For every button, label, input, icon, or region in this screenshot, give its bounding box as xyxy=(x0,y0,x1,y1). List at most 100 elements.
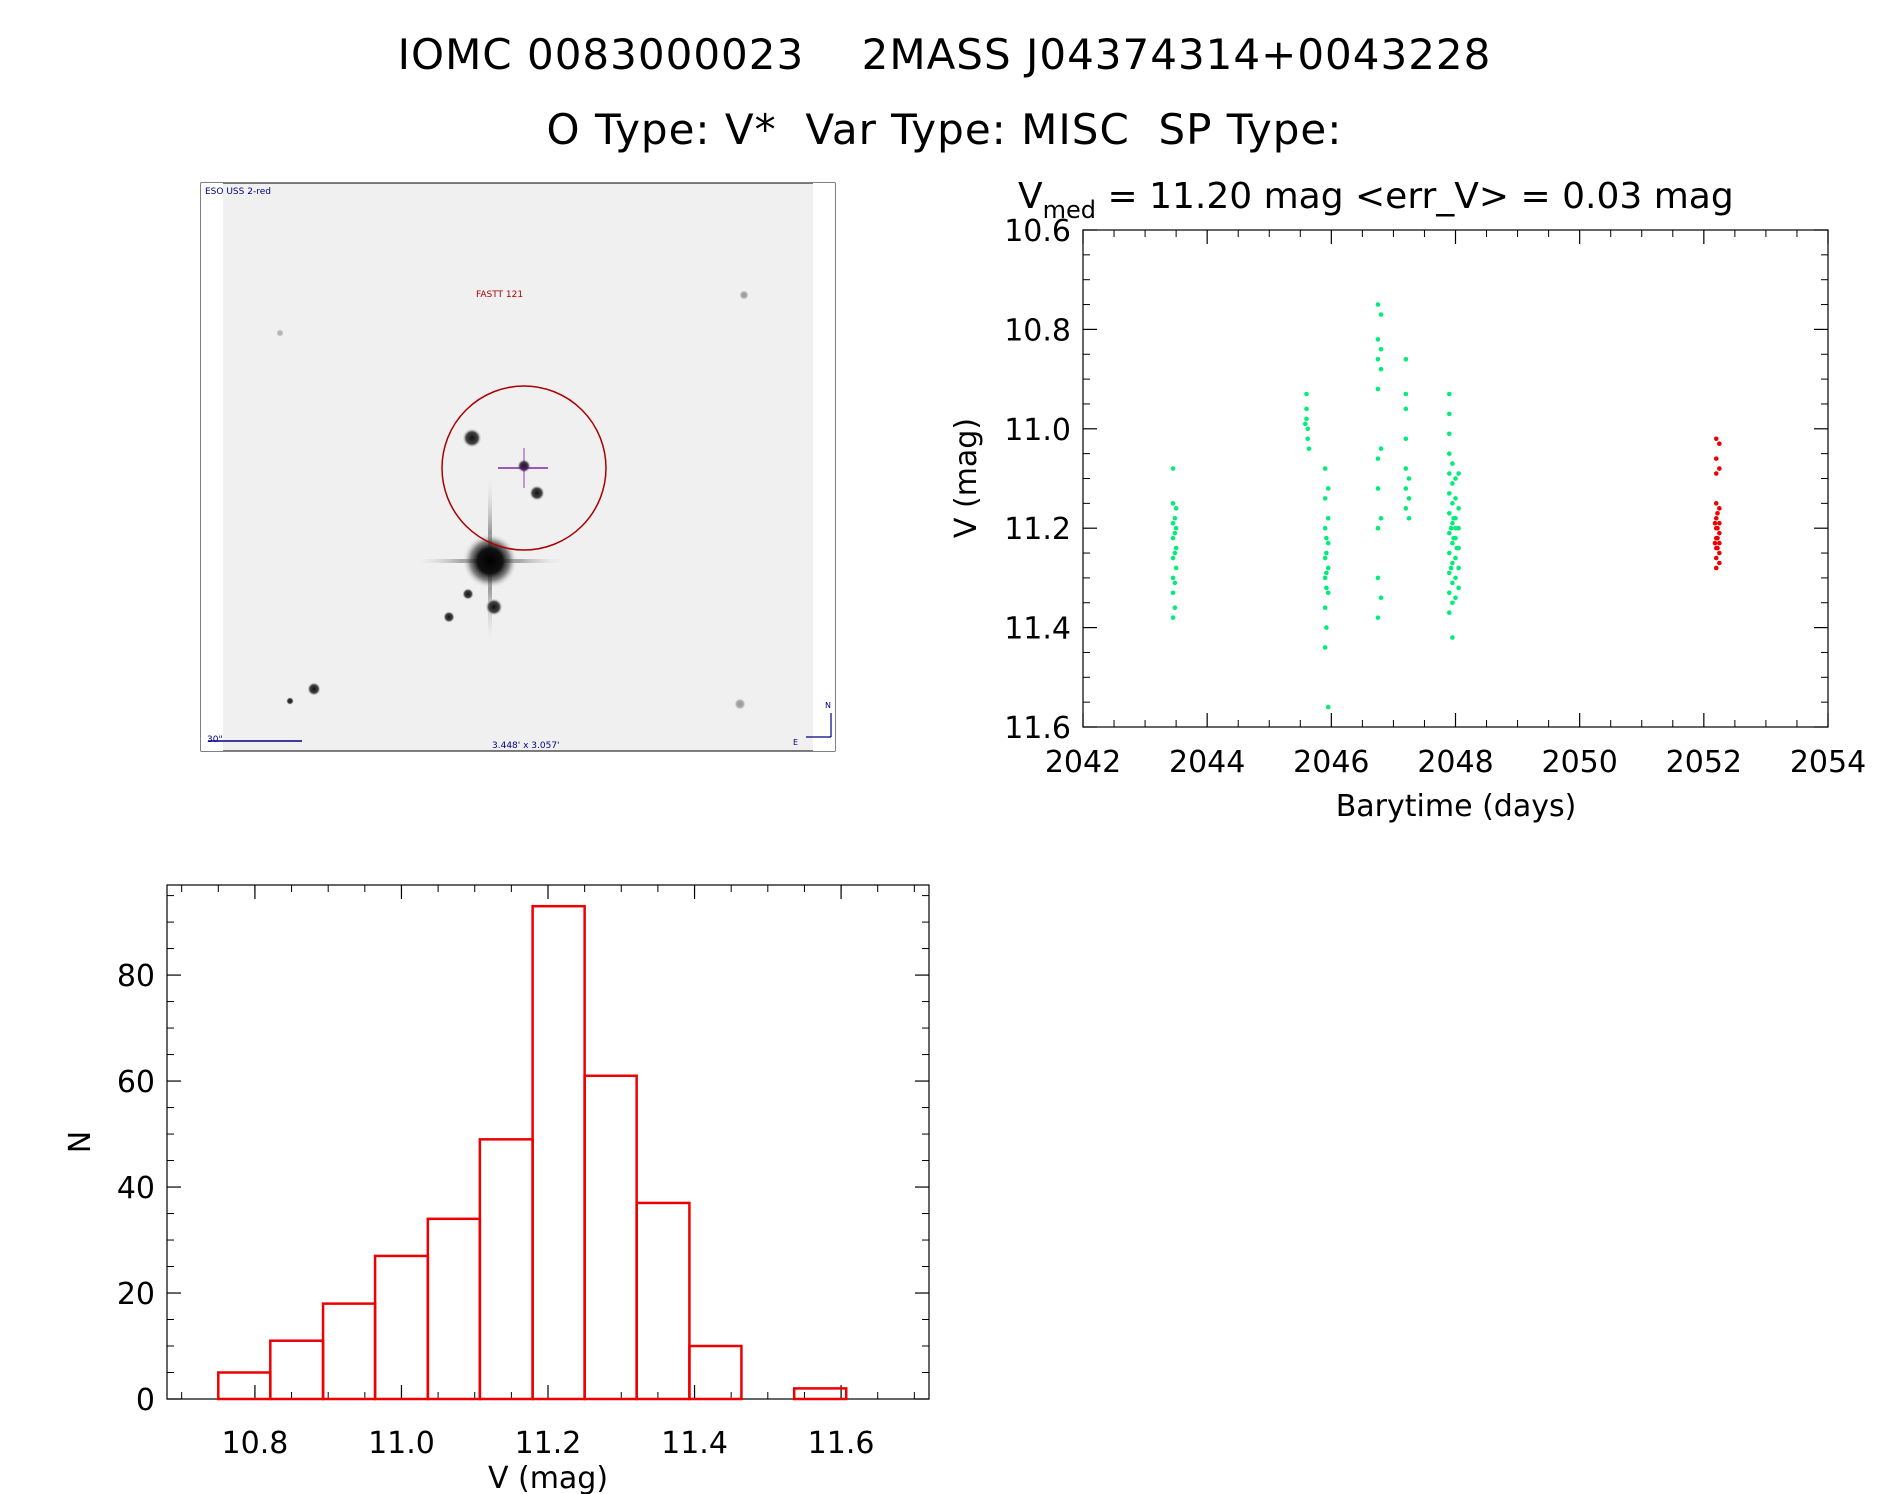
light-curve-point xyxy=(1325,565,1331,571)
histogram-bar xyxy=(426,1217,482,1401)
light-curve-point xyxy=(1448,525,1454,531)
y-tick-label: 20 xyxy=(117,1277,155,1312)
title-v: V xyxy=(1018,176,1043,217)
finder-left-margin xyxy=(201,183,223,751)
histogram-xlabel: V (mag) xyxy=(488,1461,608,1494)
light-curve-point xyxy=(1322,555,1328,561)
histogram-bar xyxy=(688,1344,743,1401)
y-tick-label: 11.6 xyxy=(1004,711,1071,746)
light-curve-point xyxy=(1450,540,1455,546)
histogram-bar xyxy=(217,1371,272,1401)
light-curve-point xyxy=(1170,466,1176,471)
light-curve-point xyxy=(1324,570,1329,576)
light-curve-point xyxy=(1713,456,1719,461)
histogram-bar xyxy=(792,1387,848,1401)
light-curve-point xyxy=(1446,491,1452,496)
light-curve-point xyxy=(1172,550,1178,556)
light-curve-point xyxy=(1454,545,1460,551)
light-curve-point xyxy=(1446,391,1452,397)
light-curve-point xyxy=(1446,550,1452,556)
finder-star xyxy=(529,485,545,501)
finder-star xyxy=(276,329,284,337)
light-curve-point xyxy=(1446,610,1452,615)
light-curve-point xyxy=(1324,585,1329,591)
light-curve-point xyxy=(1306,446,1312,451)
light-curve-point xyxy=(1456,525,1461,531)
light-curve-point xyxy=(1325,515,1331,521)
light-curve-ylabel: V (mag) xyxy=(949,418,984,538)
finder-survey-label: ESO USS 2-red xyxy=(205,187,271,197)
light-curve-point xyxy=(1713,565,1719,571)
light-curve-point xyxy=(1172,515,1178,521)
light-curve-point xyxy=(1456,506,1461,511)
y-tick-label: 11.2 xyxy=(1004,512,1071,547)
light-curve-point xyxy=(1322,525,1328,531)
light-curve-xlabel: Barytime (days) xyxy=(1336,789,1577,824)
y-tick-label: 40 xyxy=(117,1171,155,1206)
finder-scale-label: 30" xyxy=(207,735,223,745)
x-tick-label: 10.8 xyxy=(222,1426,289,1461)
light-curve-point xyxy=(1717,560,1722,566)
histogram-bar xyxy=(478,1138,534,1401)
light-curve-point xyxy=(1403,391,1409,397)
y-tick-label: 80 xyxy=(117,959,155,994)
light-curve-point xyxy=(1172,530,1178,536)
light-curve-point xyxy=(1375,356,1381,362)
light-curve-point xyxy=(1170,575,1176,581)
light-curve-point xyxy=(1403,466,1409,471)
light-curve-point xyxy=(1450,501,1455,506)
finder-star xyxy=(739,290,749,300)
light-curve-point xyxy=(1717,520,1722,526)
chart-header-ids: IOMC 0083000023 2MASS J04374314+0043228 xyxy=(397,30,1492,79)
light-curve-point xyxy=(1173,565,1179,571)
light-curve-point xyxy=(1403,486,1409,491)
light-curve-point xyxy=(1375,575,1381,581)
light-curve-point xyxy=(1173,525,1179,531)
finder-target-circle xyxy=(441,385,607,551)
light-curve-point xyxy=(1322,645,1328,650)
histogram-ylabel: N xyxy=(63,1131,98,1153)
histogram-bar xyxy=(269,1339,325,1401)
light-curve-point xyxy=(1446,530,1452,536)
light-curve-point xyxy=(1375,486,1381,491)
finder-star xyxy=(462,588,474,600)
light-curve-point xyxy=(1322,466,1328,471)
finder-star xyxy=(485,598,503,616)
light-curve-point xyxy=(1403,436,1409,442)
light-curve-point xyxy=(1713,501,1719,506)
light-curve-point xyxy=(1375,386,1381,392)
light-curve-point xyxy=(1170,615,1176,620)
light-curve-point xyxy=(1446,451,1452,456)
light-curve-point xyxy=(1450,461,1455,466)
light-curve-point xyxy=(1715,510,1720,516)
light-curve-point xyxy=(1170,555,1176,561)
histogram-plot-area xyxy=(166,884,930,1400)
y-tick-label: 10.8 xyxy=(1004,313,1071,348)
light-curve-point xyxy=(1446,570,1452,576)
light-curve-point xyxy=(1451,535,1456,541)
x-tick-label: 2042 xyxy=(1045,745,1121,780)
y-tick-label: 60 xyxy=(117,1065,155,1100)
light-curve-point xyxy=(1406,496,1412,501)
light-curve-point xyxy=(1305,436,1311,442)
light-curve-point xyxy=(1717,540,1722,546)
light-curve-point xyxy=(1378,515,1384,521)
light-curve-point xyxy=(1406,476,1412,481)
light-curve-point xyxy=(1378,312,1384,317)
histogram-bar xyxy=(531,904,586,1401)
light-curve-point xyxy=(1375,615,1381,620)
finder-star xyxy=(443,611,455,623)
light-curve-point xyxy=(1322,496,1328,501)
histogram-bar xyxy=(321,1302,377,1401)
light-curve-point xyxy=(1324,535,1329,541)
y-tick-label: 11.4 xyxy=(1004,612,1071,647)
histogram-bar xyxy=(635,1201,691,1401)
light-curve-point xyxy=(1715,525,1720,531)
light-curve-point xyxy=(1453,555,1458,561)
light-curve-point xyxy=(1403,406,1409,412)
x-tick-label: 2044 xyxy=(1169,745,1245,780)
y-tick-label: 10.6 xyxy=(1004,214,1071,249)
light-curve-point xyxy=(1717,550,1722,556)
